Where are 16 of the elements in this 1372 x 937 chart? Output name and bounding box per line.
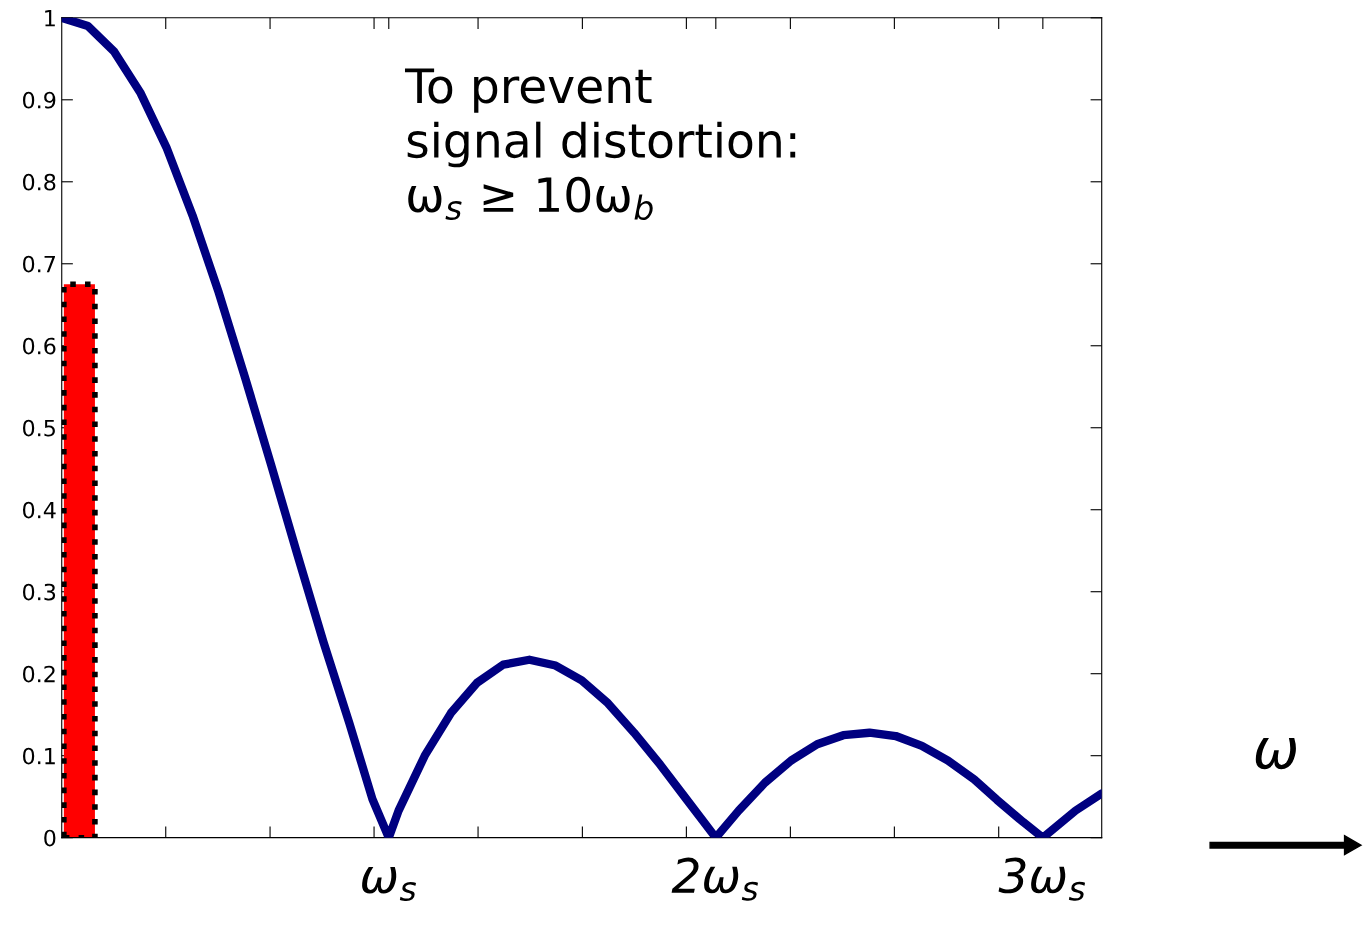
y-tick-label: 0.2 — [23, 665, 55, 683]
y-tick-label: 0.1 — [23, 747, 55, 765]
x-tick-label: 2ω$_{s}$ — [671, 857, 758, 901]
y-tick-label: 0.7 — [23, 255, 55, 273]
y-tick-label: 0.9 — [23, 91, 56, 109]
annotation: To prevent signal distortion: ω$_{s}$ ≥ 10ω$_{b}$ — [404, 68, 796, 221]
y-tick-label: 0.4 — [23, 501, 56, 519]
y-tick-label: 0.6 — [23, 337, 56, 355]
y-tick-label: 0.8 — [23, 173, 56, 191]
y-tick-label: 1 — [45, 10, 55, 27]
y-tick-label: 0.3 — [23, 583, 56, 601]
y-tick-label: 0 — [44, 829, 56, 847]
y-tick-label: 0.5 — [23, 419, 55, 437]
x-tick-label: ω$_{s}$ — [362, 867, 417, 902]
x-axis-title: ω — [1255, 737, 1296, 770]
x-tick-label: 3ω$_{s}$ — [998, 857, 1086, 901]
